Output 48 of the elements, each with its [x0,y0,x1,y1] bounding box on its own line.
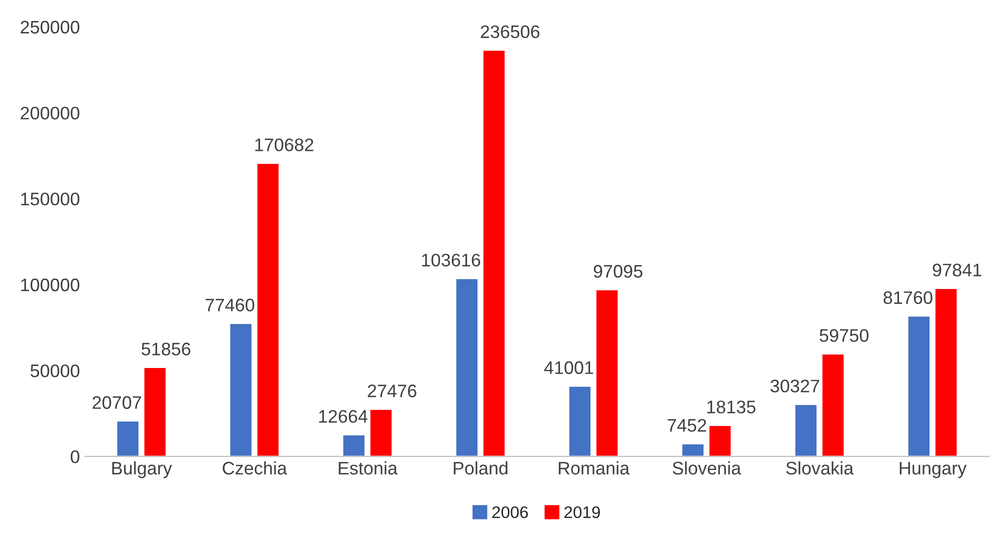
data-label: 41001 [544,361,594,374]
data-label: 7452 [668,418,706,432]
bar [934,288,958,456]
x-tick-label: Poland [454,461,508,475]
data-label: 12664 [319,410,368,423]
bar [906,315,931,456]
y-tick-label: 150000 [21,192,80,206]
bar [568,385,592,456]
bar [342,434,366,456]
data-label: 59750 [820,329,868,342]
y-tick-label: 200000 [20,106,80,120]
data-label: 236506 [480,25,540,38]
y-tick-label: 50000 [30,364,80,378]
data-label: 103616 [422,254,480,266]
data-label: 30327 [770,380,820,392]
data-label: 97841 [932,264,982,276]
bar [595,288,620,456]
x-tick-label: Romania [558,461,630,475]
data-label: 97095 [594,264,642,278]
bar [794,404,818,456]
x-tick-label: Estonia [338,461,398,475]
x-tick-label: Hungary [900,462,967,478]
bar [482,49,506,456]
bar [256,162,280,456]
data-label: 18135 [707,400,756,414]
bar [680,442,705,456]
y-tick-label: 100000 [21,278,80,292]
bar [142,366,167,456]
data-label: 27476 [368,384,416,398]
data-label: 170682 [255,138,314,152]
x-tick-label: Bulgary [112,461,172,478]
bar [708,424,732,456]
y-tick-label: 0 [70,450,80,464]
data-label: 20707 [92,396,142,409]
bar [116,420,140,456]
bar [821,353,846,456]
bar [454,278,479,456]
bar [369,408,393,456]
data-label: 51856 [142,342,190,356]
y-tick-label: 250000 [20,20,80,34]
data-label: 81760 [884,291,932,304]
x-tick-label: Slovakia [786,461,854,475]
data-label: 77460 [206,298,254,312]
x-tick-label: Slovenia [672,461,742,475]
bar [228,322,253,456]
x-tick-label: Czechia [222,461,288,475]
legend-label: 2006 [492,506,528,518]
legend-label: 2019 [564,506,600,518]
